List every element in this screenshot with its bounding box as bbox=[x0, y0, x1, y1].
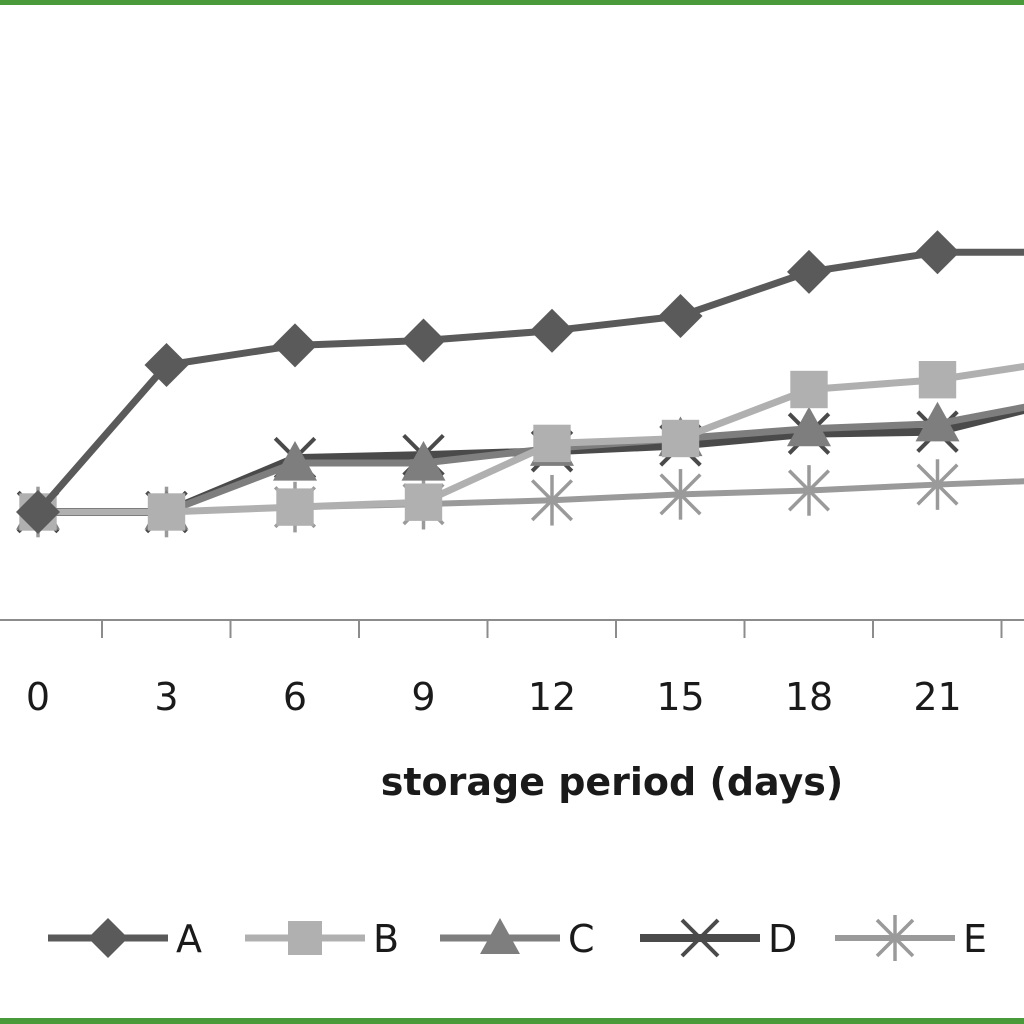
legend-label: D bbox=[768, 917, 797, 961]
legend-marker bbox=[288, 921, 322, 955]
x-tick-label: 21 bbox=[913, 675, 961, 719]
data-point bbox=[915, 401, 960, 442]
legend: A B C D E bbox=[48, 915, 987, 961]
data-point bbox=[661, 419, 700, 458]
x-tick-label: 9 bbox=[411, 675, 435, 719]
frame-bottom-border bbox=[0, 1018, 1024, 1024]
x-tick-label: 15 bbox=[656, 675, 704, 719]
legend-label: B bbox=[373, 917, 399, 961]
data-point bbox=[530, 474, 574, 526]
x-tick-label: 3 bbox=[154, 675, 178, 719]
data-point bbox=[144, 343, 189, 387]
legend-item-a: A bbox=[48, 917, 202, 961]
data-point bbox=[404, 483, 443, 521]
data-point bbox=[915, 230, 960, 275]
data-point bbox=[530, 308, 574, 353]
data-point bbox=[918, 361, 957, 399]
legend-item-e: E bbox=[835, 915, 987, 961]
data-point bbox=[787, 465, 831, 516]
legend-item-b: B bbox=[245, 917, 399, 961]
legend-label: E bbox=[963, 917, 987, 961]
data-point bbox=[147, 493, 186, 531]
data-point bbox=[658, 294, 703, 338]
data-point bbox=[787, 249, 831, 294]
x-tick-label: 6 bbox=[283, 675, 307, 719]
data-point bbox=[273, 441, 317, 481]
data-point bbox=[787, 406, 831, 447]
legend-marker bbox=[88, 918, 128, 958]
legend-marker bbox=[480, 918, 520, 954]
legend-item-c: C bbox=[440, 917, 595, 961]
x-tick-label: 0 bbox=[26, 675, 50, 719]
data-point bbox=[659, 469, 702, 520]
series-layer bbox=[16, 230, 1024, 538]
data-point bbox=[533, 424, 571, 463]
x-axis: 0 3 6 9 12 15 18 21 bbox=[0, 619, 1024, 719]
frame-top-border bbox=[0, 0, 1024, 5]
series-a bbox=[16, 230, 1024, 534]
data-point bbox=[401, 441, 446, 481]
legend-label: A bbox=[176, 917, 202, 961]
data-point bbox=[276, 488, 314, 526]
data-point bbox=[790, 370, 828, 409]
legend-marker bbox=[680, 918, 720, 958]
legend-marker bbox=[875, 915, 915, 961]
data-point bbox=[916, 459, 959, 510]
x-tick-label: 18 bbox=[785, 675, 833, 719]
data-point bbox=[401, 318, 446, 363]
legend-label: C bbox=[568, 917, 595, 961]
series-b bbox=[19, 361, 1024, 531]
legend-item-d: D bbox=[640, 917, 797, 961]
data-point bbox=[273, 323, 317, 368]
x-tick-label: 12 bbox=[528, 675, 576, 719]
x-axis-title: storage period (days) bbox=[381, 760, 844, 804]
data-point bbox=[16, 490, 60, 534]
